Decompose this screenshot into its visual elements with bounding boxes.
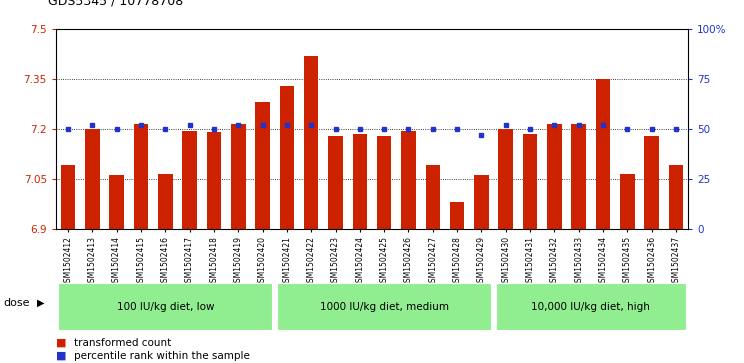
Text: dose: dose <box>4 298 31 308</box>
Text: GDS5345 / 10778708: GDS5345 / 10778708 <box>48 0 184 7</box>
Bar <box>401 131 416 229</box>
Bar <box>304 56 318 229</box>
Text: transformed count: transformed count <box>74 338 172 348</box>
Bar <box>669 166 683 229</box>
Text: ▶: ▶ <box>37 298 45 308</box>
Bar <box>426 166 440 229</box>
Bar <box>498 129 513 229</box>
Text: ■: ■ <box>56 338 66 348</box>
Bar <box>547 124 562 229</box>
Bar <box>85 129 100 229</box>
Bar <box>644 135 659 229</box>
Bar <box>474 175 489 229</box>
Bar <box>280 86 294 229</box>
Bar <box>109 175 124 229</box>
Bar <box>61 166 75 229</box>
Bar <box>523 134 537 229</box>
Text: ■: ■ <box>56 351 66 361</box>
Bar <box>255 102 270 229</box>
Bar <box>571 124 586 229</box>
Text: 100 IU/kg diet, low: 100 IU/kg diet, low <box>117 302 214 312</box>
Bar <box>158 174 173 229</box>
Text: 10,000 IU/kg diet, high: 10,000 IU/kg diet, high <box>531 302 650 312</box>
Bar <box>231 124 246 229</box>
Bar <box>596 79 610 229</box>
Text: 1000 IU/kg diet, medium: 1000 IU/kg diet, medium <box>320 302 449 312</box>
Bar <box>134 124 148 229</box>
Bar <box>182 131 197 229</box>
Bar <box>353 134 367 229</box>
Bar <box>450 202 464 229</box>
Bar <box>207 132 221 229</box>
Bar <box>620 174 635 229</box>
Bar <box>377 135 391 229</box>
Bar <box>328 135 343 229</box>
Text: percentile rank within the sample: percentile rank within the sample <box>74 351 250 361</box>
